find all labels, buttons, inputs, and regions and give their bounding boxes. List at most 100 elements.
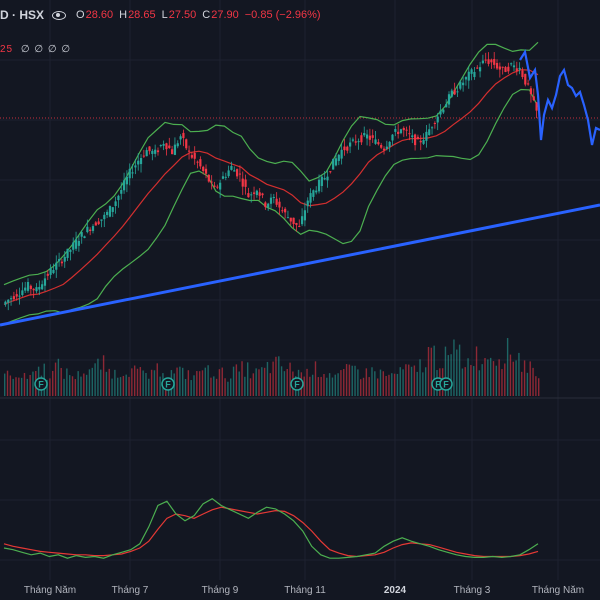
volume-bar: [509, 354, 512, 396]
volume-bar: [478, 370, 481, 396]
volume-bar: [354, 365, 356, 396]
candle-body: [233, 170, 236, 172]
candle-body: [122, 180, 126, 191]
candle-body: [433, 122, 436, 124]
volume-bar: [475, 346, 478, 396]
candle-body: [450, 90, 453, 97]
candle-body: [199, 159, 202, 167]
volume-bar: [388, 374, 390, 396]
dividend-marker-label: F: [443, 380, 449, 390]
volume-bar: [422, 372, 424, 396]
volume-bar: [88, 369, 91, 396]
volume-bar: [108, 368, 110, 396]
candle-body: [29, 285, 32, 290]
volume-bar: [303, 376, 305, 396]
projection-path[interactable]: [519, 49, 600, 146]
volume-bar: [506, 338, 509, 396]
candle-body: [315, 190, 318, 193]
volume-bar: [399, 367, 401, 396]
dividend-marker[interactable]: F: [439, 377, 453, 391]
candle-body: [52, 269, 55, 274]
candle-body: [154, 149, 157, 154]
volume-bar: [184, 379, 187, 396]
volume-bar: [117, 377, 119, 396]
volume-bar: [424, 367, 427, 396]
dividend-marker[interactable]: F: [161, 377, 175, 391]
volume-bar: [105, 371, 108, 396]
volume-bar: [317, 377, 320, 396]
candle-body: [32, 288, 35, 291]
volume-bar: [405, 364, 407, 396]
candle-body: [495, 63, 499, 69]
symbol-name[interactable]: D · HSX: [0, 8, 45, 22]
candle-body: [156, 150, 160, 153]
candle-body: [128, 168, 131, 179]
volume-bar: [26, 378, 29, 396]
volume-bar: [453, 339, 455, 396]
dividend-marker-label: F: [165, 380, 171, 390]
candle-body: [100, 219, 103, 221]
candle-body: [41, 284, 44, 290]
volume-bar: [9, 375, 12, 396]
volume-bar: [139, 367, 142, 396]
volume-bar: [526, 372, 529, 396]
x-tick-label: Tháng 7: [111, 585, 149, 596]
dividend-marker[interactable]: F: [290, 377, 304, 391]
volume-bar: [18, 377, 20, 396]
candle-body: [131, 172, 134, 174]
candle-body: [363, 133, 366, 136]
candle-body: [385, 146, 388, 149]
open-value: 28.60: [85, 9, 114, 21]
volume-bar: [343, 369, 345, 396]
candle-body: [83, 236, 86, 239]
volume-bar: [275, 356, 277, 396]
candle-body: [210, 181, 213, 183]
candle-body: [374, 139, 377, 144]
low-value: 27.50: [168, 9, 197, 21]
volume-bar: [57, 358, 60, 396]
volume-bar: [77, 371, 79, 396]
candle-body: [462, 82, 465, 86]
candle-body: [250, 194, 253, 196]
candle-body: [529, 88, 533, 95]
dividend-marker-label: F: [294, 380, 300, 390]
candle-body: [498, 66, 501, 70]
candle-body: [258, 192, 261, 196]
candle-body: [436, 116, 439, 123]
candle-body: [269, 197, 273, 204]
dividend-marker[interactable]: F: [34, 377, 48, 391]
trend-line[interactable]: [0, 203, 600, 327]
indicator-legend[interactable]: 25 ∅ ∅ ∅ ∅: [0, 44, 71, 55]
indicator-value: 25: [0, 44, 14, 55]
candle-body: [365, 134, 369, 139]
candle-body: [187, 150, 191, 152]
candle-body: [504, 67, 507, 72]
volume-bar: [413, 365, 416, 396]
candle-body: [145, 150, 148, 157]
volume-bar: [54, 362, 57, 396]
stochastic-oscillator: [3, 497, 539, 559]
volume-bar: [215, 378, 218, 396]
volume-bar: [74, 379, 77, 396]
volume-bar: [314, 361, 317, 396]
candle-body: [238, 173, 242, 175]
candle-body: [207, 174, 210, 182]
candle-body: [295, 222, 298, 225]
volume-bar: [402, 369, 404, 396]
volume-bar: [6, 370, 9, 396]
volume-bar: [467, 358, 469, 396]
volume-bar: [382, 371, 385, 396]
symbol-header: D · HSX O 28.60 H 28.65 L 27.50 C 27.90 …: [0, 6, 327, 24]
volume-bar: [365, 368, 368, 396]
candle-body: [267, 203, 270, 208]
candle-body: [388, 141, 391, 147]
candle-body: [535, 102, 538, 111]
eye-icon[interactable]: [52, 10, 67, 20]
volume-bar: [345, 364, 348, 396]
candle-body: [193, 152, 196, 159]
candle-body: [300, 216, 304, 225]
candle-body: [137, 160, 140, 165]
volume-bar: [529, 361, 531, 396]
